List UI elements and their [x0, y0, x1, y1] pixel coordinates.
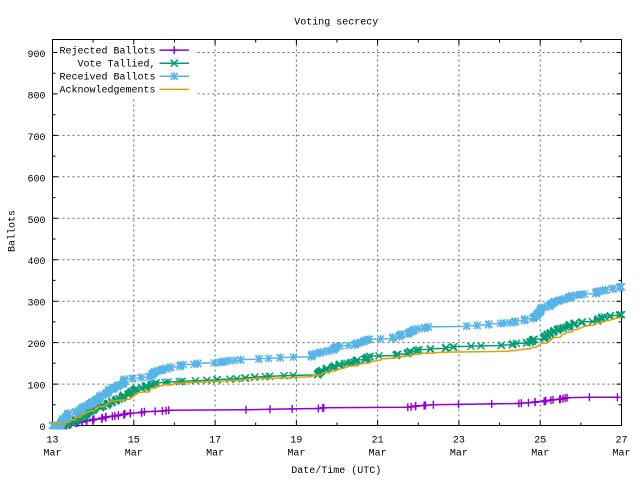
svg-text:800: 800 — [27, 91, 45, 102]
svg-text:13: 13 — [46, 435, 58, 446]
svg-text:Mar: Mar — [531, 448, 549, 459]
svg-text:Mar: Mar — [612, 448, 630, 459]
svg-text:19: 19 — [290, 435, 302, 446]
svg-text:500: 500 — [27, 216, 45, 227]
svg-text:Date/Time (UTC): Date/Time (UTC) — [291, 465, 381, 477]
svg-text:25: 25 — [534, 435, 546, 446]
svg-text:Mar: Mar — [125, 448, 143, 459]
svg-text:Mar: Mar — [450, 448, 468, 459]
svg-text:21: 21 — [372, 435, 384, 446]
svg-text:15: 15 — [128, 435, 140, 446]
svg-text:600: 600 — [27, 174, 45, 185]
svg-text:200: 200 — [27, 340, 45, 351]
svg-text:900: 900 — [27, 50, 45, 61]
svg-text:300: 300 — [27, 299, 45, 310]
svg-text:100: 100 — [27, 382, 45, 393]
svg-text:700: 700 — [27, 133, 45, 144]
svg-text:Mar: Mar — [43, 448, 61, 459]
svg-text:Acknowledgements: Acknowledgements — [59, 85, 155, 97]
svg-text:Mar: Mar — [287, 448, 305, 459]
svg-text:27: 27 — [615, 435, 627, 446]
svg-text:Mar: Mar — [369, 448, 387, 459]
svg-text:Ballots: Ballots — [7, 210, 19, 252]
svg-text:Mar: Mar — [206, 448, 224, 459]
svg-text:Rejected Ballots: Rejected Ballots — [59, 45, 155, 57]
svg-text:0: 0 — [39, 423, 45, 434]
svg-text:Received Ballots: Received Ballots — [59, 72, 155, 84]
svg-text:23: 23 — [453, 435, 465, 446]
svg-text:Vote Tallied,: Vote Tallied, — [77, 59, 155, 71]
svg-text:400: 400 — [27, 257, 45, 268]
svg-text:17: 17 — [209, 435, 221, 446]
svg-text:Voting secrecy: Voting secrecy — [294, 17, 378, 29]
